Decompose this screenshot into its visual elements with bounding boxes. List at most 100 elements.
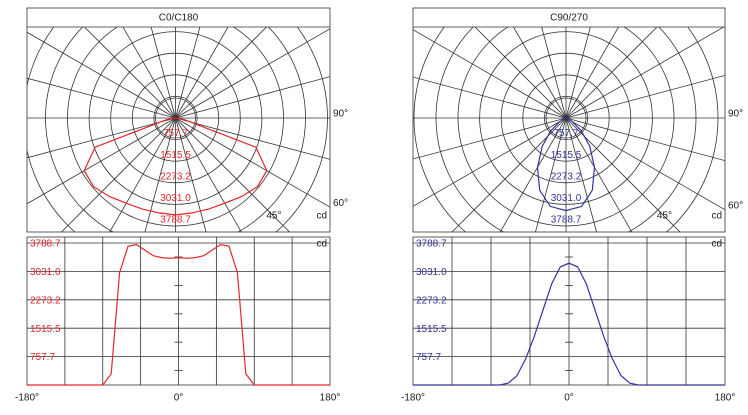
spoke <box>175 117 291 232</box>
unit-label: cd <box>316 239 327 250</box>
spoke <box>27 117 176 205</box>
polar-grid <box>413 27 725 232</box>
outer-ring <box>413 27 719 232</box>
y-tick-label: 757.7 <box>30 352 55 363</box>
spoke <box>144 117 176 232</box>
plot-frame <box>412 7 726 233</box>
spoke <box>565 27 620 119</box>
spoke <box>27 117 176 159</box>
ring-label: 3788.7 <box>160 215 191 226</box>
spoke <box>413 29 567 119</box>
spoke <box>175 27 201 119</box>
spoke <box>83 27 176 119</box>
intensity-line <box>27 243 330 386</box>
ring <box>88 31 263 205</box>
spoke <box>27 31 176 119</box>
angle-label: 45° <box>657 211 672 222</box>
spoke <box>413 76 567 119</box>
ring <box>131 74 220 162</box>
angle-label: 60° <box>728 200 743 211</box>
y-tick-label: 1515.5 <box>416 324 447 335</box>
x-tick-label: 0° <box>564 393 574 404</box>
spoke <box>150 27 176 119</box>
chart-title: C0/C180 <box>159 13 199 24</box>
spoke <box>512 27 567 119</box>
spoke <box>413 117 567 207</box>
spoke <box>565 117 597 232</box>
spoke <box>175 117 242 232</box>
inner-ring <box>155 97 196 139</box>
spoke <box>413 117 567 160</box>
ring <box>153 96 198 140</box>
ring-label: 2273.2 <box>551 171 582 182</box>
ring <box>479 31 653 205</box>
spoke <box>175 76 330 119</box>
ring <box>500 52 632 184</box>
y-tick-label: 2273.2 <box>416 295 447 306</box>
ring <box>544 96 588 140</box>
spoke <box>474 27 567 119</box>
x-tick-label: 180° <box>320 393 341 404</box>
intensity-line <box>413 262 725 386</box>
spoke <box>541 27 567 119</box>
spoke <box>122 27 176 119</box>
plot-frame <box>26 7 331 233</box>
spoke <box>565 27 591 119</box>
y-tick-label: 3031.0 <box>416 267 447 278</box>
x-tick-label: 0° <box>174 393 184 404</box>
spoke <box>109 117 176 232</box>
x-tick-label: 180° <box>715 393 736 404</box>
unit-label: cd <box>711 211 722 222</box>
spoke <box>565 117 725 211</box>
spoke <box>175 117 330 208</box>
spoke <box>565 117 725 162</box>
spoke <box>175 27 229 119</box>
spoke <box>175 117 207 232</box>
y-tick-label: 1515.5 <box>30 324 61 335</box>
intensity-curve <box>536 117 596 212</box>
spoke <box>565 117 681 232</box>
polar-grid <box>27 27 330 232</box>
ring-label: 3031.0 <box>160 193 191 204</box>
outer-ring <box>435 27 697 232</box>
ring <box>522 74 610 162</box>
ring-label: 1515.5 <box>160 150 191 161</box>
spoke <box>565 117 633 232</box>
y-tick-label: 2273.2 <box>30 295 61 306</box>
spoke <box>60 117 176 232</box>
spoke <box>565 27 658 119</box>
spoke <box>451 117 567 232</box>
x-tick-label: -180° <box>15 393 39 404</box>
angle-label: 90° <box>728 109 743 120</box>
ring-label: 2273.2 <box>160 171 191 182</box>
angle-label: 90° <box>333 109 348 120</box>
outer-ring <box>27 27 328 232</box>
angle-label: 60° <box>333 198 348 209</box>
ring-label: 757.7 <box>163 128 188 139</box>
x-tick-label: -180° <box>401 393 425 404</box>
ring <box>67 27 284 227</box>
ring-label: 1515.5 <box>551 150 582 161</box>
angle-label: 45° <box>266 211 281 222</box>
ring <box>457 27 675 227</box>
ring-label: 3031.0 <box>551 193 582 204</box>
outer-ring <box>45 27 306 232</box>
spoke <box>175 117 330 160</box>
ring-label: 3788.7 <box>551 215 582 226</box>
spoke <box>499 117 567 232</box>
chart-title: C90/270 <box>550 13 588 24</box>
spoke <box>535 117 567 232</box>
spoke <box>27 77 176 119</box>
spoke <box>565 74 725 119</box>
ring-label: 757.7 <box>553 128 578 139</box>
y-tick-label: 3788.7 <box>416 239 447 250</box>
inner-ring <box>545 97 587 139</box>
ring <box>110 52 241 184</box>
y-tick-label: 3031.0 <box>30 267 61 278</box>
y-tick-label: 757.7 <box>416 352 441 363</box>
spoke <box>175 27 268 119</box>
unit-label: cd <box>316 211 327 222</box>
intensity-curve <box>83 117 268 216</box>
unit-label: cd <box>711 239 722 250</box>
